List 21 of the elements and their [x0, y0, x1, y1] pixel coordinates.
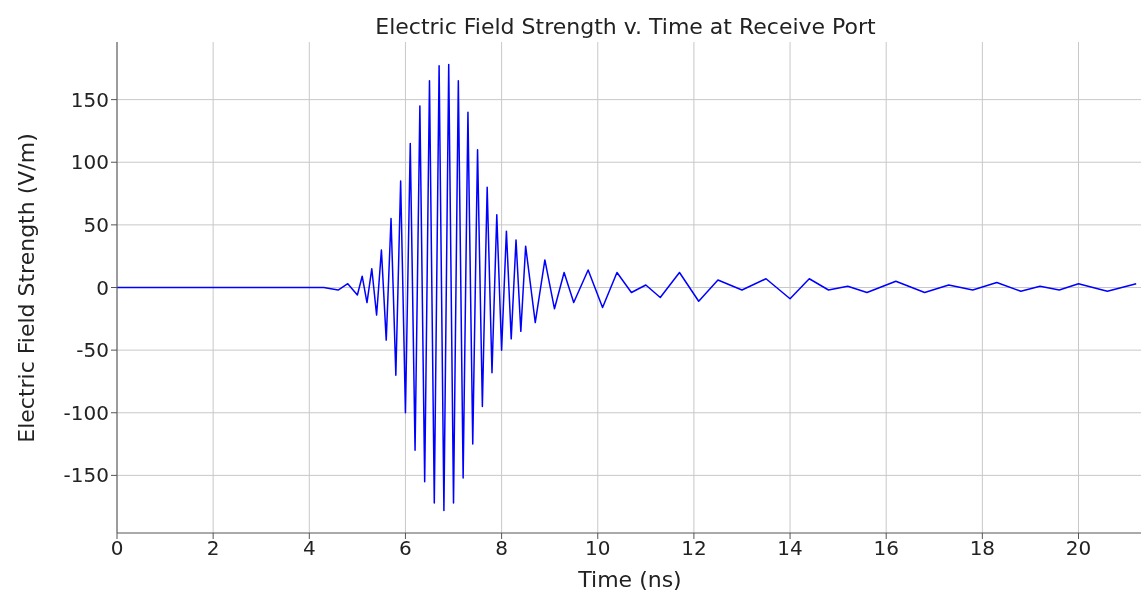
x-tick-label: 8: [495, 536, 508, 561]
y-tick-label: 0: [96, 275, 109, 300]
x-tick-label: 16: [873, 536, 899, 561]
x-tick-label: 6: [399, 536, 412, 561]
x-tick-label: 10: [585, 536, 611, 561]
x-tick-label: 14: [777, 536, 803, 561]
y-tick-label: -50: [76, 338, 109, 363]
y-tick-label: 50: [83, 212, 109, 237]
y-tick-label: 150: [70, 87, 109, 112]
chart-title: Electric Field Strength v. Time at Receive Port: [374, 14, 877, 39]
y-tick-label: -100: [63, 400, 109, 425]
x-tick-label: 2: [206, 536, 220, 561]
x-tick-label: 12: [681, 536, 707, 561]
x-tick-label: 20: [1065, 536, 1092, 561]
x-tick-label: 18: [969, 536, 996, 561]
line-series: [117, 63, 1137, 512]
y-tick-label: 100: [70, 150, 109, 175]
x-tick-label: 4: [302, 536, 316, 561]
x-axis-title: Time (ns): [577, 567, 683, 592]
y-axis-title: Electric Field Strength (V/m): [13, 133, 39, 443]
y-tick-label: -150: [63, 463, 109, 488]
